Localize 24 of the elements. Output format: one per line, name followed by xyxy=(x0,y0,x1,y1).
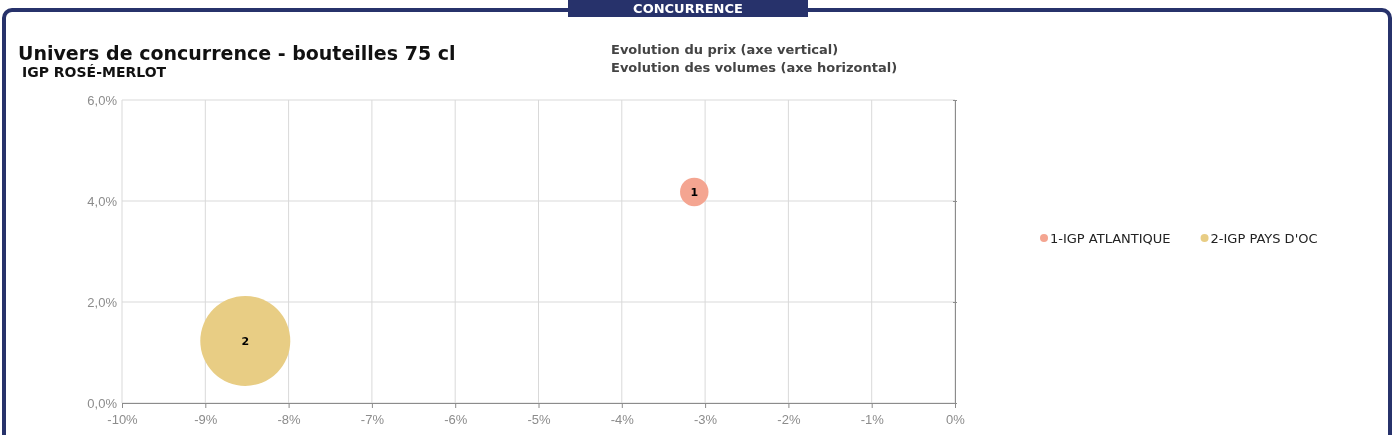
x-tick-label: -2% xyxy=(777,412,801,427)
annotation: 2 xyxy=(241,334,250,348)
x-tick-label: -1% xyxy=(860,412,885,427)
annotation: 1 xyxy=(690,185,699,199)
y-tick-label: 2,0% xyxy=(87,294,118,310)
chart-title: Univers de concurrence - bouteilles 75 cl xyxy=(18,42,456,64)
chart-subtitle: IGP ROSÉ-MERLOT xyxy=(22,64,167,80)
x-tick-label: -5% xyxy=(527,412,551,427)
x-tick-label: -7% xyxy=(360,412,385,427)
legend-label: 1-IGP ATLANTIQUE xyxy=(1050,231,1171,246)
text: Evolution du prix (axe vertical) xyxy=(611,42,839,57)
x-tick-label: -9% xyxy=(194,412,218,427)
y-tick-label: 0,0% xyxy=(87,395,118,411)
y-tick-label: 6,0% xyxy=(87,92,118,108)
x-tick-label: -3% xyxy=(694,412,718,427)
text: Evolution des volumes (axe horizontal) xyxy=(611,60,898,75)
x-tick-label: -10% xyxy=(107,412,139,427)
x-tick-label: 0% xyxy=(946,412,966,427)
y-tick-label: 4,0% xyxy=(87,193,118,209)
text: CONCURRENCE xyxy=(633,1,743,16)
legend-label: 2-IGP PAYS D'OC xyxy=(1210,231,1318,246)
x-tick-label: -4% xyxy=(610,412,635,427)
x-tick-label: -8% xyxy=(277,412,302,427)
x-tick-label: -6% xyxy=(444,412,468,427)
